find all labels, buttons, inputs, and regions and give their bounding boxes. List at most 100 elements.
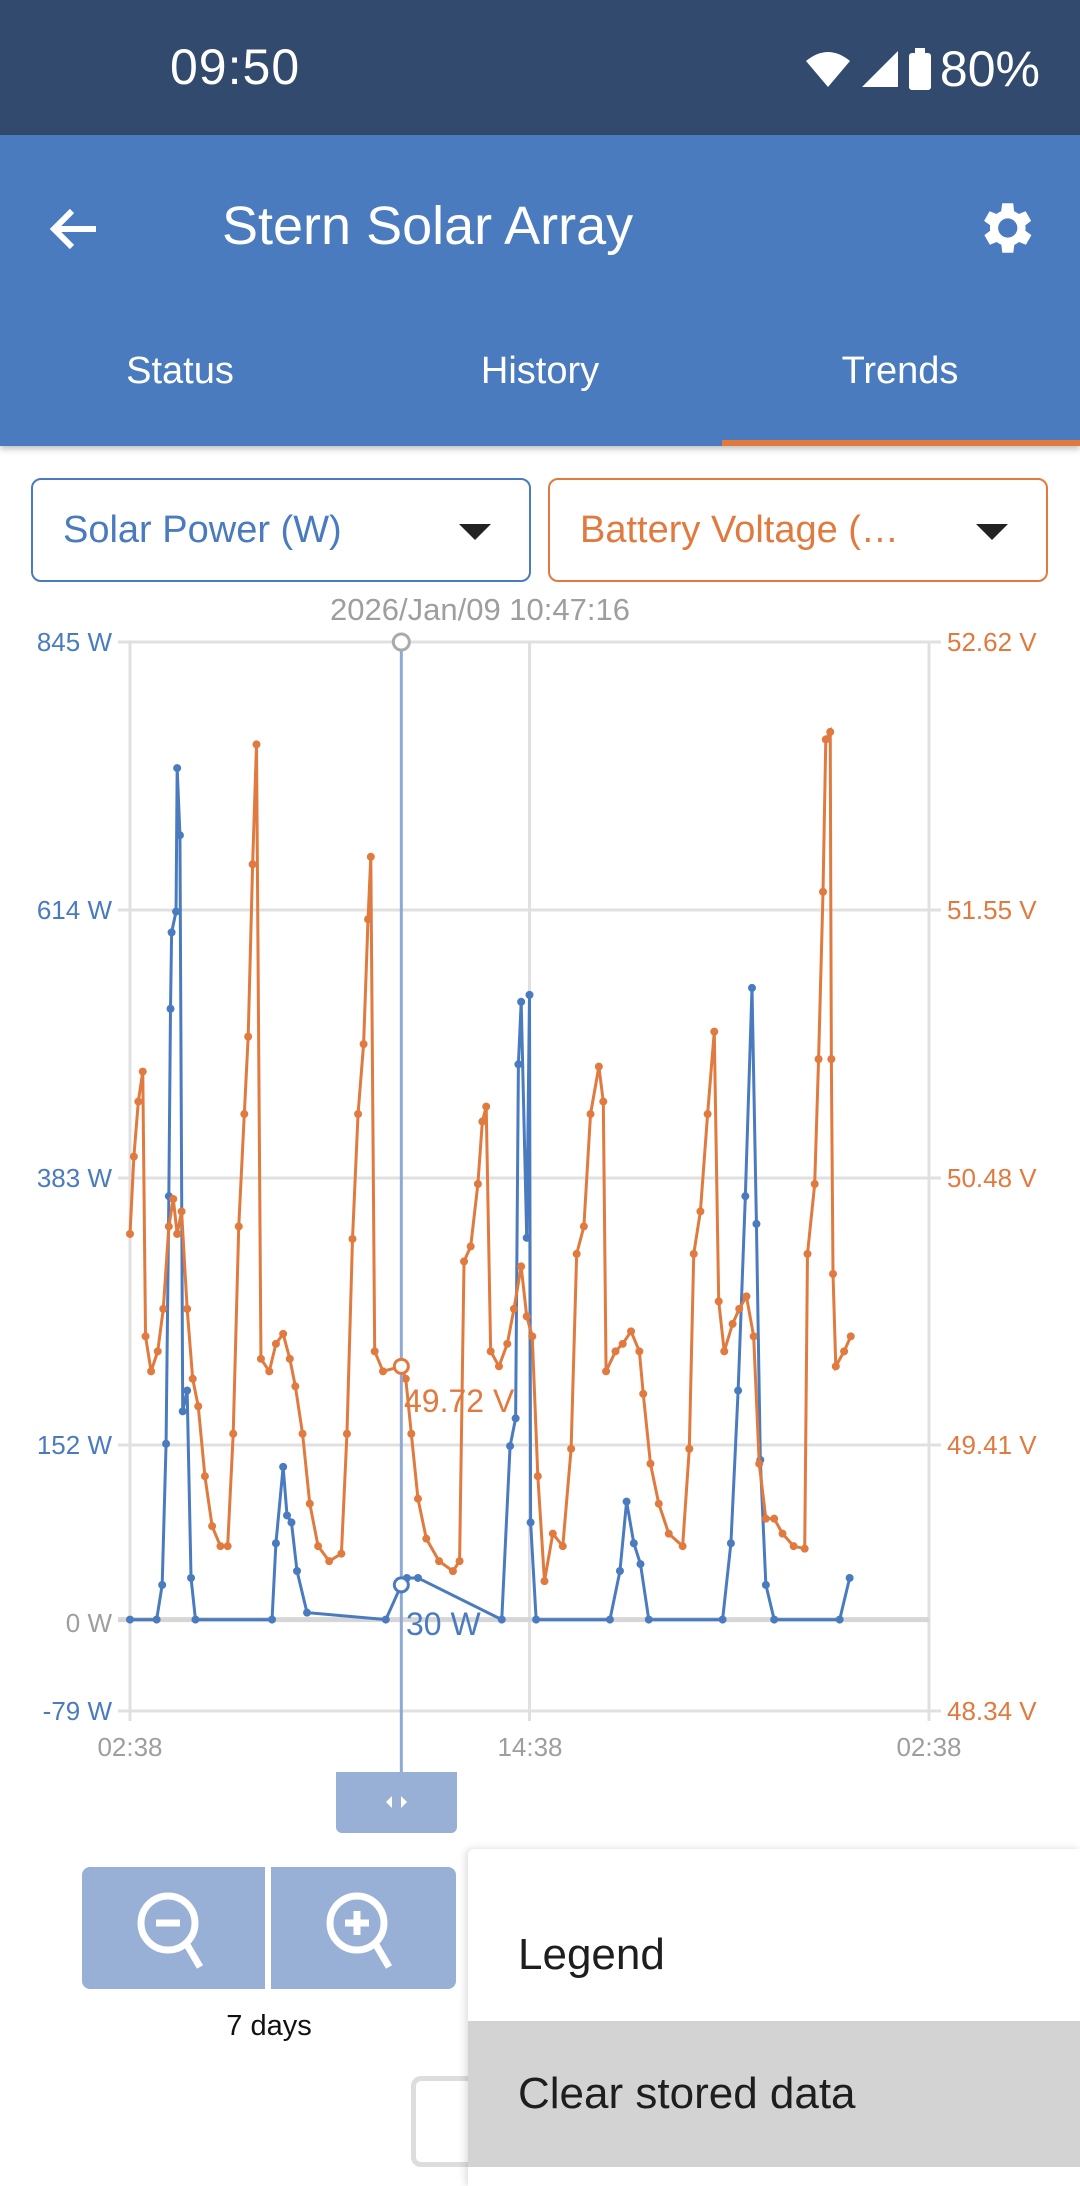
- left-tick: 0 W: [66, 1608, 113, 1638]
- data-point: [422, 1534, 431, 1543]
- data-point: [728, 1319, 737, 1328]
- left-tick: -79 W: [43, 1696, 113, 1726]
- left-series-value: Solar Power (W): [63, 508, 342, 551]
- data-point: [831, 1362, 840, 1371]
- data-point: [366, 852, 375, 861]
- data-point: [305, 1499, 314, 1508]
- data-point: [689, 1249, 698, 1258]
- data-point: [636, 1560, 645, 1569]
- data-point: [285, 1354, 294, 1363]
- trend-chart[interactable]: 845 W 614 W 383 W 152 W 0 W -79 W 52.62 …: [0, 0, 1080, 1840]
- data-point: [845, 1573, 854, 1582]
- data-point: [522, 1233, 531, 1242]
- left-tick: 383 W: [37, 1163, 113, 1193]
- wifi-icon: [805, 52, 850, 87]
- data-point: [533, 1472, 542, 1481]
- data-point: [173, 1229, 182, 1238]
- left-tick: 152 W: [37, 1430, 113, 1460]
- tab-status[interactable]: Status: [126, 350, 234, 392]
- data-point: [558, 1542, 567, 1551]
- battery-percentage: 80%: [939, 41, 1040, 97]
- menu-item-legend[interactable]: Legend: [518, 1930, 665, 1979]
- data-point: [747, 983, 756, 992]
- data-point: [401, 1374, 410, 1383]
- x-tick: 02:38: [896, 1732, 961, 1762]
- data-point: [586, 1110, 595, 1119]
- data-point: [370, 1347, 379, 1356]
- active-tab-indicator: [722, 440, 1080, 446]
- data-point: [460, 1257, 469, 1266]
- data-point: [325, 1557, 334, 1566]
- data-point: [514, 1060, 523, 1069]
- data-point: [229, 1429, 238, 1438]
- app-bar: Stern Solar Array Status History Trends: [0, 135, 1080, 446]
- data-point: [169, 1194, 178, 1203]
- data-point: [810, 1179, 819, 1188]
- right-tick: 48.34 V: [947, 1696, 1037, 1726]
- zoom-out-button[interactable]: [82, 1867, 265, 1989]
- data-point: [279, 1462, 288, 1471]
- cursor-drag-handle[interactable]: [336, 1772, 457, 1833]
- data-point: [654, 1499, 663, 1508]
- data-point: [761, 1514, 770, 1523]
- data-point: [703, 1110, 712, 1119]
- data-point: [223, 1542, 232, 1551]
- zoom-in-button[interactable]: [271, 1867, 456, 1989]
- data-point: [602, 1367, 611, 1376]
- right-tick: 50.48 V: [947, 1163, 1037, 1193]
- data-point: [283, 1511, 292, 1520]
- right-series-dropdown[interactable]: Battery Voltage (…: [548, 478, 1048, 582]
- data-point: [528, 1332, 537, 1341]
- arrow-left-icon[interactable]: [44, 199, 104, 259]
- data-point: [497, 1615, 506, 1624]
- data-point: [618, 1339, 627, 1348]
- dropdown-arrow-icon: [976, 524, 1008, 540]
- data-point: [735, 1304, 744, 1313]
- data-point: [126, 1229, 134, 1238]
- data-point: [152, 1615, 161, 1624]
- data-point: [511, 1414, 520, 1423]
- data-point: [635, 1347, 644, 1356]
- data-point: [153, 1347, 162, 1356]
- data-point: [455, 1557, 464, 1566]
- data-point: [503, 1339, 512, 1348]
- data-point: [240, 1110, 249, 1119]
- tab-trends[interactable]: Trends: [841, 350, 959, 392]
- overflow-menu: Legend Clear stored data: [468, 1849, 1080, 2186]
- tab-history[interactable]: History: [480, 350, 600, 392]
- data-point: [827, 1055, 836, 1064]
- gear-icon[interactable]: [972, 195, 1038, 261]
- page-title: Stern Solar Array: [222, 196, 634, 256]
- data-point: [486, 1347, 495, 1356]
- data-point: [134, 1097, 143, 1106]
- data-point: [191, 1615, 200, 1624]
- data-point: [718, 1615, 727, 1624]
- zoom-out-icon: [137, 1892, 204, 1969]
- data-point: [629, 1539, 638, 1548]
- data-point: [188, 1374, 197, 1383]
- data-point: [256, 1354, 265, 1363]
- data-point: [178, 1407, 187, 1416]
- data-point: [448, 1567, 457, 1576]
- left-tick: 845 W: [37, 627, 113, 657]
- data-point: [526, 1518, 535, 1527]
- right-tick: 51.55 V: [947, 895, 1037, 925]
- data-point: [413, 1573, 422, 1582]
- data-point: [741, 1192, 750, 1201]
- data-point: [646, 1459, 655, 1468]
- data-point: [252, 740, 261, 749]
- data-point: [572, 1249, 581, 1258]
- left-series-dropdown[interactable]: Solar Power (W): [31, 478, 531, 582]
- data-point: [599, 1097, 608, 1106]
- cursor-voltage-label: 49.72 V: [404, 1383, 515, 1419]
- data-point: [778, 1529, 787, 1538]
- data-point: [644, 1615, 653, 1624]
- data-point: [548, 1529, 557, 1538]
- data-point: [749, 1332, 758, 1341]
- data-point: [435, 1557, 444, 1566]
- data-point: [664, 1529, 673, 1538]
- data-point: [821, 735, 830, 744]
- data-point: [466, 1242, 475, 1251]
- menu-item-clear-stored-data[interactable]: Clear stored data: [468, 2021, 1080, 2167]
- data-point: [803, 1249, 812, 1258]
